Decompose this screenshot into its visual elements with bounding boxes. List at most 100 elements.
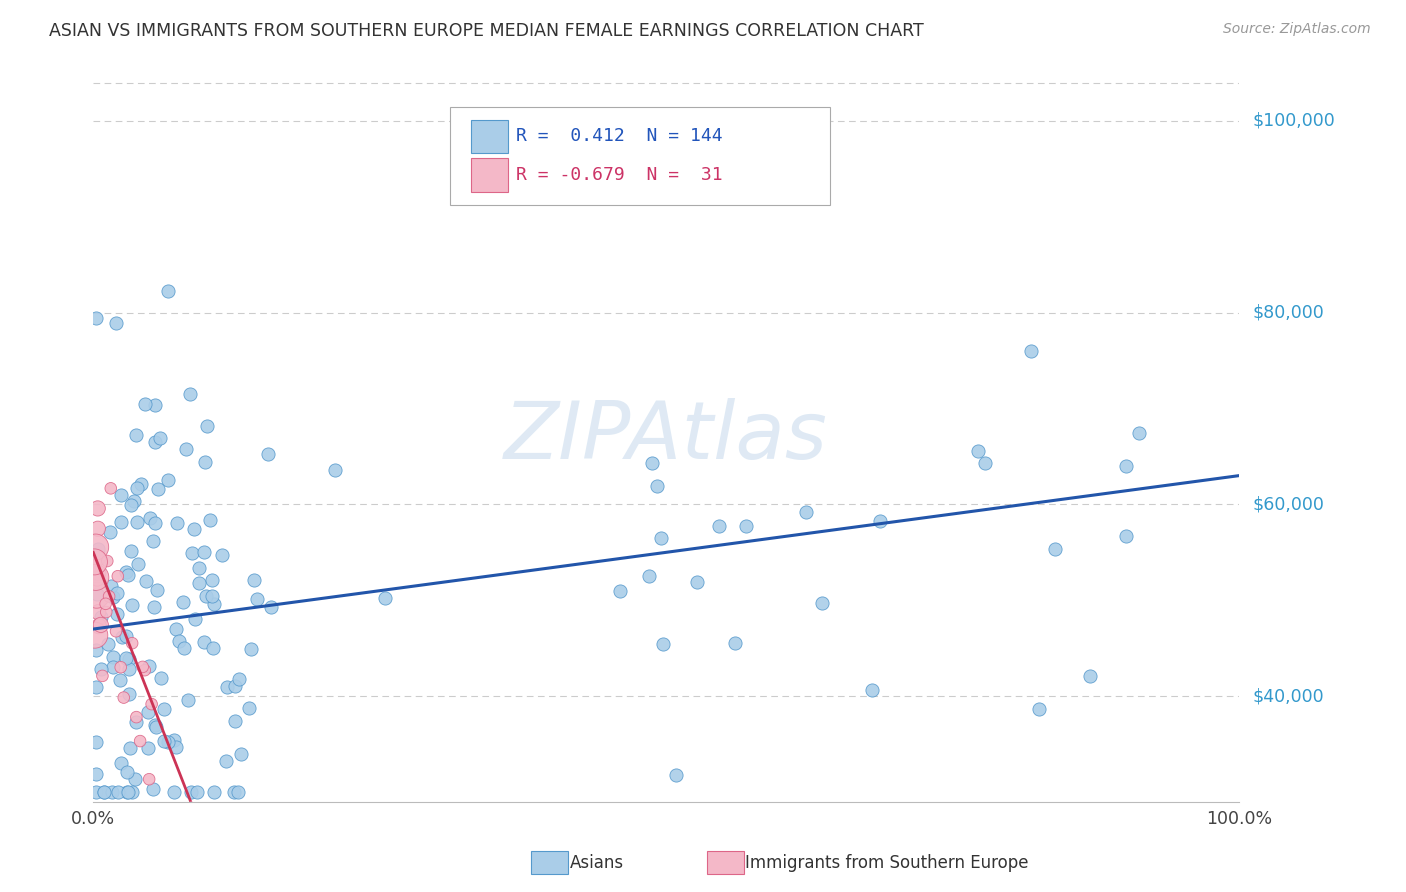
Point [1078, 669, 1101, 683]
Point [117, 785, 139, 799]
Point [87, 501, 110, 516]
Point [165, 739, 187, 754]
Point [239, 642, 262, 657]
Point [124, 494, 146, 508]
Text: Asians: Asians [569, 854, 623, 871]
Point [143, 516, 166, 530]
Point [100, 579, 122, 593]
Point [1128, 426, 1150, 441]
Point [215, 681, 238, 695]
Text: Source: ZipAtlas.com: Source: ZipAtlas.com [1223, 22, 1371, 37]
Point [149, 431, 172, 445]
Point [226, 785, 249, 799]
Point [177, 693, 200, 707]
Point [87, 522, 110, 536]
Point [146, 482, 169, 496]
Point [201, 574, 224, 588]
Point [105, 316, 128, 330]
Text: $40,000: $40,000 [1253, 687, 1324, 706]
Point [101, 591, 124, 605]
Point [84, 310, 107, 325]
Point [224, 714, 246, 729]
Point [1028, 702, 1050, 716]
Point [86, 588, 108, 602]
Point [645, 479, 668, 493]
Point [374, 591, 396, 606]
Point [125, 482, 148, 496]
Point [796, 505, 818, 519]
Point [180, 785, 202, 799]
Point [91, 669, 114, 683]
Point [134, 397, 156, 411]
Point [83, 628, 105, 642]
Point [1115, 458, 1137, 473]
Point [101, 649, 124, 664]
Point [146, 583, 169, 598]
Point [118, 740, 141, 755]
Point [325, 463, 347, 477]
Point [86, 587, 108, 601]
Point [188, 576, 211, 591]
Point [257, 447, 280, 461]
Point [181, 546, 204, 560]
Point [202, 785, 225, 799]
Point [143, 718, 166, 732]
Text: $60,000: $60,000 [1253, 495, 1324, 514]
Point [83, 555, 105, 569]
Point [134, 663, 156, 677]
Text: $100,000: $100,000 [1253, 112, 1336, 130]
Point [105, 607, 128, 622]
Point [211, 549, 233, 563]
Point [118, 651, 141, 665]
Point [107, 569, 129, 583]
Point [125, 428, 148, 442]
Point [156, 734, 179, 748]
Point [87, 551, 110, 566]
Point [139, 511, 162, 525]
Point [734, 519, 756, 533]
Point [105, 585, 128, 599]
Point [198, 513, 221, 527]
Point [650, 531, 672, 545]
Point [86, 572, 108, 586]
Point [87, 566, 110, 581]
Point [121, 599, 143, 613]
Point [869, 514, 891, 528]
Point [89, 610, 111, 624]
Point [112, 690, 135, 705]
Point [259, 599, 281, 614]
Point [194, 455, 217, 469]
Point [87, 619, 110, 633]
Point [724, 635, 747, 649]
Point [110, 660, 132, 674]
Text: ZIPAtlas: ZIPAtlas [505, 399, 828, 476]
Point [94, 597, 117, 611]
Point [84, 766, 107, 780]
Point [143, 435, 166, 450]
Point [224, 679, 246, 693]
Point [1019, 344, 1042, 359]
Point [141, 534, 163, 549]
Point [131, 660, 153, 674]
Point [135, 574, 157, 589]
Point [125, 714, 148, 729]
Point [96, 554, 118, 568]
Point [637, 568, 659, 582]
Point [145, 720, 167, 734]
Point [84, 735, 107, 749]
Point [124, 772, 146, 786]
Point [193, 635, 215, 649]
Text: Immigrants from Southern Europe: Immigrants from Southern Europe [745, 854, 1029, 871]
Point [183, 522, 205, 536]
Point [120, 543, 142, 558]
Point [93, 785, 115, 799]
Point [98, 590, 121, 604]
Point [110, 488, 132, 502]
Point [114, 566, 136, 580]
Point [157, 284, 180, 298]
Point [243, 573, 266, 587]
Text: $80,000: $80,000 [1253, 303, 1324, 322]
Point [87, 605, 110, 619]
Point [193, 545, 215, 559]
Point [138, 659, 160, 673]
